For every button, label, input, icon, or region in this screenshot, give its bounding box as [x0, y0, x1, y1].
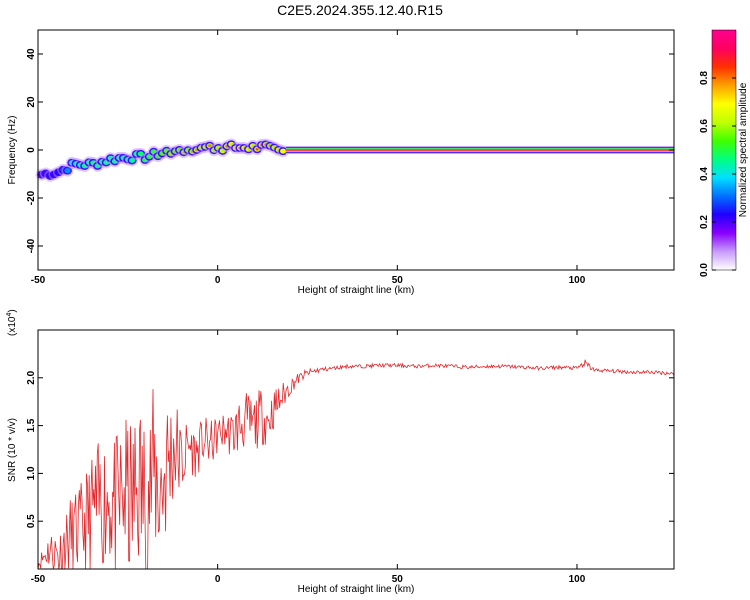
chart-title: C2E5.2024.355.12.40.R15	[277, 2, 443, 18]
colorbar-tick-label: 0.0	[699, 263, 710, 277]
colorbar: 0.0 0.2 0.4 0.6 0.8 Normalized spectral ampl…	[699, 29, 749, 277]
spectrogram-y-label: Frequency (Hz)	[7, 116, 18, 185]
y-tick-label: 1.5	[26, 418, 37, 432]
x-tick-label: 100	[569, 275, 586, 286]
y-tick-label: 20	[26, 96, 37, 108]
spectrogram-band	[285, 146, 674, 154]
y-tick-label: 40	[26, 48, 37, 60]
colorbar-tick-label: 0.8	[699, 71, 710, 85]
colorbar-label: Normalized spectral amplitude	[738, 82, 749, 217]
snr-multiplier: (x104)	[6, 309, 18, 336]
snr-line	[38, 359, 674, 569]
snr-frame	[37, 329, 675, 570]
spectrogram-plot-area	[35, 30, 674, 270]
multiplier-base: (x10	[7, 316, 18, 336]
spectrogram-ticks: -50 0 50 100 40 20 0 -20 -40	[26, 30, 674, 286]
snr-ticks: -50 0 50 100 0.5 1.0 1.5 2.0	[26, 330, 674, 585]
x-tick-label: 0	[215, 574, 221, 585]
svg-text:(x104): (x104)	[6, 309, 18, 336]
x-tick-label: 0	[215, 275, 221, 286]
colorbar-tick-label: 0.4	[699, 167, 710, 181]
colorbar-gradient	[711, 29, 737, 271]
multiplier-exp: 4	[6, 313, 13, 317]
y-tick-label: -40	[26, 238, 37, 253]
y-tick-label: 0.5	[26, 514, 37, 528]
y-tick-label: -20	[26, 190, 37, 205]
x-tick-label: -50	[31, 275, 46, 286]
colorbar-tick-label: 0.2	[699, 215, 710, 229]
colorbar-ticks: 0.0 0.2 0.4 0.6 0.8	[699, 71, 736, 277]
colorbar-tick-label: 0.6	[699, 119, 710, 133]
multiplier-close: )	[7, 309, 18, 312]
y-tick-label: 1.0	[26, 466, 37, 480]
y-tick-label: 0	[26, 147, 37, 153]
snr-x-label: Height of straight line (km)	[298, 584, 415, 595]
snr-panel: -50 0 50 100 0.5 1.0 1.5 2.0 Height of straight…	[6, 309, 675, 595]
x-tick-label: -50	[31, 574, 46, 585]
y-tick-label: 2.0	[26, 370, 37, 384]
spectrogram-blobs	[35, 138, 290, 182]
spectrogram-x-label: Height of straight line (km)	[298, 285, 415, 296]
spectrogram-panel: -50 0 50 100 40 20 0 -20 -40 Height of straight …	[7, 29, 675, 296]
x-tick-label: 100	[569, 574, 586, 585]
x-tick-label: 50	[392, 574, 404, 585]
x-tick-label: 50	[392, 275, 404, 286]
snr-y-label: SNR (10 * v/v)	[7, 418, 18, 482]
